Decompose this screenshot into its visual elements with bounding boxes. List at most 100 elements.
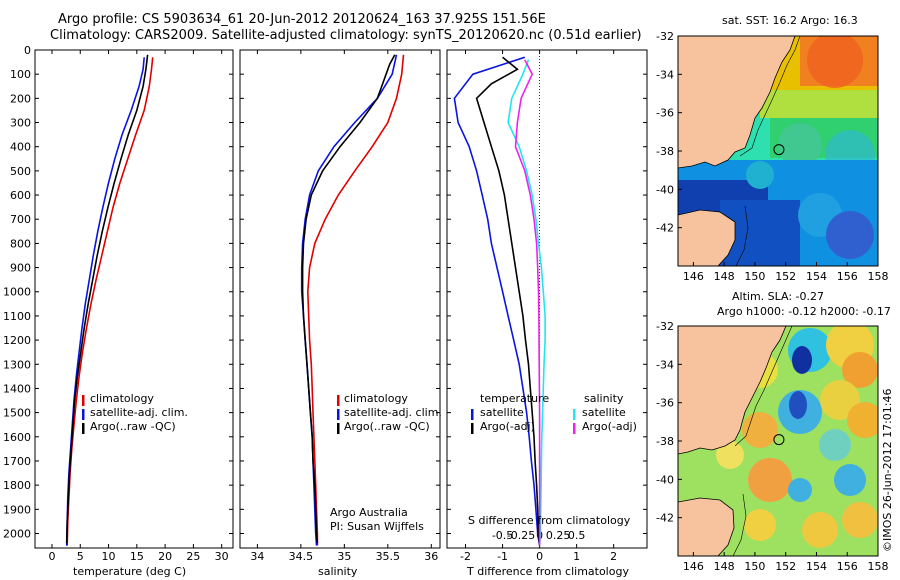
sla-map-ytick-label: -38 (656, 435, 674, 448)
sst-map-xtick-label: 150 (744, 270, 765, 283)
salinity-line-climatology (306, 54, 405, 546)
difference-T-tick-label: -1 (497, 550, 508, 563)
temperature-legend-mark-argo (82, 423, 85, 434)
sla-map-ytick-label: -42 (656, 512, 674, 525)
difference-legend-salinity-argo: Argo(-adj) (582, 420, 637, 433)
temperature-legend-mark-climatology (82, 395, 85, 406)
salinity-xtick-label: 34.5 (289, 550, 314, 563)
difference-legend-mark-sal-argo (573, 423, 576, 434)
sla-map-ytick-label: -34 (656, 358, 674, 371)
sla-map-ytick-label: -32 (656, 320, 674, 333)
salinity-axes (239, 49, 441, 549)
salinity-xlabel: salinity (318, 565, 358, 578)
depth-tick-label: 900 (10, 262, 31, 275)
temperature-series-group (65, 54, 154, 546)
temperature-xlabel: temperature (deg C) (73, 565, 187, 578)
sla-map-xtick-label: 156 (837, 560, 858, 573)
depth-tick-label: 400 (10, 141, 31, 154)
temperature-xtick-label: 25 (186, 550, 200, 563)
sst-map-ytick-label: -32 (656, 30, 674, 43)
depth-tick-label: 100 (10, 68, 31, 81)
difference-legend-mark-sal-satellite (573, 409, 576, 420)
salinity-legend-satellite: satellite-adj. clim. (344, 406, 442, 419)
difference-T-tick-label: -2 (460, 550, 471, 563)
salinity-line-argo-raw-qc- (301, 54, 396, 544)
depth-tick-label: 1700 (3, 455, 31, 468)
difference-legend-salinity-heading: salinity (584, 392, 624, 405)
temperature-line-satellite-adj-clim- (65, 57, 145, 546)
difference-T-tick-label: 0 (536, 550, 543, 563)
salinity-legend-climatology: climatology (344, 392, 408, 405)
depth-tick-label: 2000 (3, 527, 31, 540)
difference-top-xlabel: S difference from climatology (468, 514, 631, 527)
sst-map-ytick-label: -40 (656, 183, 674, 196)
difference-line-t-satellite (453, 56, 541, 546)
sst-map-float-marker (773, 144, 785, 156)
sst-map-xtick-label: 154 (806, 270, 827, 283)
difference-xlabel: T difference from climatology (467, 565, 629, 578)
temperature-xtick-label: 20 (158, 550, 172, 563)
difference-S-tick-label: 0.5 (568, 529, 586, 542)
depth-tick-label: 600 (10, 189, 31, 202)
depth-tick-label: 200 (10, 92, 31, 105)
sla-map-float-marker (773, 434, 785, 446)
depth-tick-label: 1200 (3, 334, 31, 347)
temperature-legend-mark-satellite (82, 409, 85, 420)
sst-map-xtick-label: 146 (683, 270, 704, 283)
difference-line-t-argo (475, 56, 541, 546)
temperature-line-argo-raw-qc- (65, 54, 149, 544)
title-line-1: Argo profile: CS 5903634_61 20-Jun-2012 … (58, 12, 546, 27)
difference-line-s-satellite (507, 59, 546, 546)
sst-map-ytick-label: -38 (656, 145, 674, 158)
salinity-series-group (300, 54, 405, 546)
sla-map-xtick-label: 150 (744, 560, 765, 573)
depth-tick-label: 1900 (3, 503, 31, 516)
sst-map-ytick-label: -36 (656, 107, 674, 120)
difference-T-tick-label: 2 (610, 550, 617, 563)
sst-map (678, 36, 878, 266)
difference-series-group (453, 56, 546, 546)
sla-map (678, 326, 878, 556)
imos-watermark: ©IMOS 26-Jun-2012 17:01:46 (881, 388, 894, 552)
sst-map-title: sat. SST: 16.2 Argo: 16.3 (722, 14, 858, 27)
salinity-annotation-line-2: PI: Susan Wijffels (330, 520, 424, 533)
difference-S-tick-label: 0.25 (546, 529, 571, 542)
sla-map-xtick-label: 158 (868, 560, 889, 573)
difference-S-tick-label: -0.25 (507, 529, 535, 542)
depth-tick-label: 300 (10, 117, 31, 130)
difference-legend-temperature-heading: temperature (480, 392, 550, 405)
depth-tick-label: 800 (10, 237, 31, 250)
difference-axes (446, 49, 648, 549)
temperature-xtick-label: 5 (77, 550, 84, 563)
salinity-legend-mark-climatology (337, 395, 340, 406)
salinity-legend-argo: Argo(..raw -QC) (344, 420, 430, 433)
temperature-legend-argo: Argo(..raw -QC) (90, 420, 176, 433)
temperature-line-climatology (66, 57, 154, 546)
sst-map-xtick-label: 148 (714, 270, 735, 283)
difference-T-tick-label: 1 (573, 550, 580, 563)
salinity-xtick-label: 35.5 (376, 550, 401, 563)
temperature-legend-climatology: climatology (90, 392, 154, 405)
sla-map-title-line-1: Altim. SLA: -0.27 (732, 290, 825, 303)
temperature-axes (34, 49, 234, 549)
difference-legend-mark-temp-argo (471, 423, 474, 434)
sla-map-xtick-label: 146 (683, 560, 704, 573)
sla-map-title-line-2: Argo h1000: -0.12 h2000: -0.17 (717, 305, 891, 318)
sla-map-ytick-label: -40 (656, 473, 674, 486)
difference-legend-mark-temp-satellite (471, 409, 474, 420)
salinity-annotation-line-1: Argo Australia (330, 506, 408, 519)
temperature-xtick-label: 15 (130, 550, 144, 563)
depth-tick-label: 1100 (3, 310, 31, 323)
salinity-legend-mark-satellite (337, 409, 340, 420)
difference-line-s-argo (514, 59, 541, 546)
sst-map-xtick-label: 158 (868, 270, 889, 283)
difference-legend-temperature-satellite: satellite (480, 406, 524, 419)
temperature-xtick-label: 10 (102, 550, 116, 563)
sst-map-ytick-label: -34 (656, 68, 674, 81)
depth-tick-label: 1000 (3, 286, 31, 299)
sla-map-xtick-label: 148 (714, 560, 735, 573)
depth-tick-label: 0 (24, 44, 31, 57)
depth-tick-label: 1600 (3, 431, 31, 444)
temperature-legend-satellite: satellite-adj. clim. (90, 406, 188, 419)
